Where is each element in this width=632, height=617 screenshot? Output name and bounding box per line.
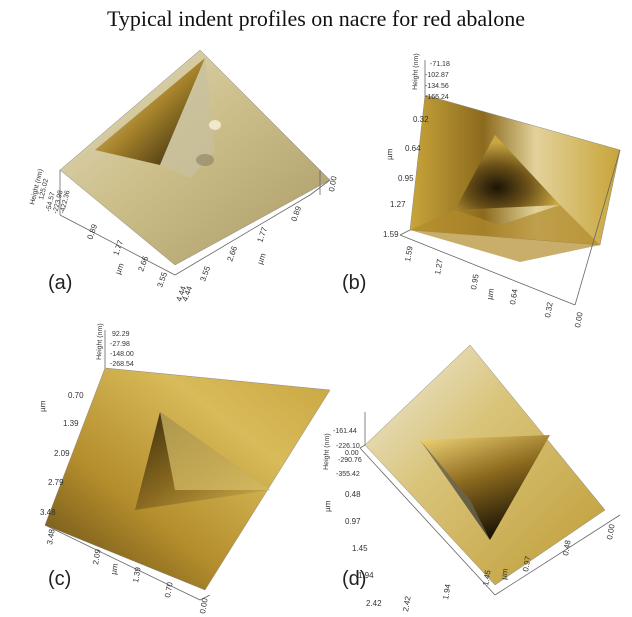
panel-a-y-tick: 3.55 (198, 264, 212, 282)
panel-a-x-tick: 2.66 (136, 254, 150, 272)
panel-b-height-axis-title: Height (nm) (412, 53, 420, 90)
surface (409, 94, 621, 246)
panel-a-height-tick: -54.57 (45, 191, 57, 212)
panel-d-y-tick: 0.97 (521, 555, 533, 572)
panel-c-height-tick: -148.00 (110, 351, 134, 358)
indent (95, 58, 205, 165)
panel-c-y-tick: 0.70 (163, 581, 175, 598)
panel-d-x-tick: 0.97 (345, 517, 361, 526)
indent (135, 412, 270, 510)
panel-d-x-tick: 0.48 (345, 490, 361, 499)
panel-d-height-tick: -290.76 (338, 457, 362, 464)
panel-b-x-axis-title: µm (385, 148, 394, 160)
panel-d-height-tick: -161.44 (333, 428, 357, 435)
panel-c-y-tick: 1.39 (131, 566, 143, 583)
surface (364, 344, 606, 586)
panel-b-height-tick: -71.18 (430, 61, 450, 68)
panel-b-y-axis-title: µm (485, 287, 496, 300)
panel-b-y-tick: 0.32 (543, 301, 555, 318)
surface (59, 49, 331, 266)
panel-d-y-tick: 1.94 (441, 583, 453, 600)
panel-b-x-tick: 1.27 (390, 200, 406, 209)
panel-d-height-tick: -355.42 (336, 471, 360, 478)
panel-b-x-tick: 0.32 (413, 115, 429, 124)
panel-d-y-axis-title: µm (499, 567, 510, 580)
panel-d-x-axis-title: µm (323, 500, 332, 512)
panel-d-y-tick: 0.48 (561, 539, 573, 556)
surface (44, 367, 331, 591)
panel-c-corner-tick: 0.00 (198, 597, 210, 614)
panel-c-label: (c) (48, 568, 72, 590)
panel-a-y-tick: 2.66 (225, 244, 239, 262)
panel-b-y-tick: 1.59 (403, 245, 415, 262)
panel-b-x-tick: 1.59 (383, 230, 399, 239)
panel-d-height-tick: 0.00 (345, 450, 359, 457)
panel-b-height-tick: -102.87 (425, 72, 449, 79)
panel-a-x-tick: 3.55 (155, 270, 169, 288)
panel-a-label: (a) (48, 272, 73, 294)
panel-d-x-tick: 1.45 (352, 544, 368, 553)
panel-d-height-tick: -226.10 (336, 443, 360, 450)
panel-a-y-axis-title: µm (255, 252, 267, 266)
panel-c-y-tick: 3.48 (45, 528, 57, 545)
panel-a-height-tick: -422.36 (59, 190, 72, 215)
panel-c-x-tick: 2.09 (54, 449, 70, 458)
panel-b-corner-tick: 0.00 (573, 311, 585, 328)
panel-a-height-tick: 125.02 (38, 178, 50, 201)
panel-c-x-tick: 1.39 (63, 419, 79, 428)
indent (455, 135, 560, 210)
panel-c-height-tick: -268.54 (110, 361, 134, 368)
panel-d-y-tick: 1.45 (481, 569, 493, 586)
panel-d-y-tick: 2.42 (401, 595, 413, 612)
panel-c-height-tick: -27.98 (110, 341, 130, 348)
panel-d-label: (d) (342, 568, 367, 590)
panel-a-y-tick: 4.44 (180, 284, 194, 302)
panel-c-x-tick: 3.48 (40, 508, 56, 517)
panel-c-x-tick: 2.79 (48, 478, 64, 487)
panel-c-y-tick: 2.09 (91, 548, 103, 565)
panel-d-x-tick: 2.42 (366, 599, 382, 608)
panel-a-x-tick: 1.77 (111, 238, 125, 256)
panel-a-y-tick: 1.77 (255, 225, 269, 243)
panel-b-y-tick: 0.95 (469, 273, 481, 290)
panel-a-x-tick: 4.44 (174, 284, 188, 302)
figure-title: Typical indent profiles on nacre for red… (106, 6, 526, 31)
panel-a-corner-tick: 0.00 (327, 175, 339, 192)
panel-b-x-tick: 0.64 (405, 144, 421, 153)
panel-b-label: (b) (342, 272, 367, 294)
panel-b-y-tick: 1.27 (433, 258, 445, 275)
panel-c-height-tick: 92.29 (112, 331, 130, 338)
panel-a-x-tick: 0.89 (85, 222, 99, 240)
indent (420, 435, 550, 540)
panel-a-height-axis-title: Height (nm) (29, 168, 45, 205)
panel-a-y-tick: 0.89 (289, 204, 303, 222)
panel-b-height-tick: -166.24 (425, 94, 449, 101)
panel-b-x-tick: 0.95 (398, 174, 414, 183)
panel-b-y-tick: 0.64 (508, 288, 520, 305)
panel-a-x-axis-title: µm (113, 262, 125, 276)
panel-a-height-tick: -223.98 (52, 190, 65, 215)
panel-d-corner-tick: 0.00 (605, 523, 617, 540)
panel-d-height-axis-title: Height (nm) (323, 433, 331, 470)
panel-c-x-axis-title: µm (38, 400, 47, 412)
panel-b-height-tick: -134.56 (425, 83, 449, 90)
panel-c-y-axis-title: µm (109, 562, 120, 575)
panel-c-height-axis-title: Height (nm) (96, 323, 104, 360)
panel-c-x-tick: 0.70 (68, 391, 84, 400)
